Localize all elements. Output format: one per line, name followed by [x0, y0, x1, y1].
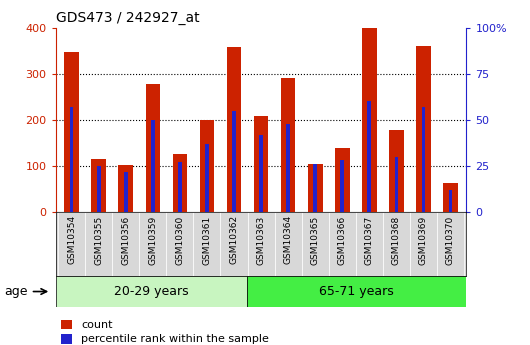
Bar: [232, 111, 236, 212]
Text: GSM10361: GSM10361: [202, 215, 211, 265]
Bar: [178, 162, 182, 212]
Text: GSM10362: GSM10362: [229, 215, 239, 265]
Bar: [173, 154, 188, 212]
Bar: [302, 212, 329, 276]
Bar: [443, 183, 457, 212]
Bar: [200, 120, 215, 212]
Bar: [70, 107, 74, 212]
Bar: [139, 212, 166, 276]
Text: GSM10367: GSM10367: [365, 215, 374, 265]
Bar: [125, 171, 128, 212]
Bar: [92, 159, 107, 212]
Bar: [119, 165, 134, 212]
Text: GSM10359: GSM10359: [148, 215, 157, 265]
Bar: [275, 212, 302, 276]
Bar: [98, 166, 101, 212]
Bar: [286, 124, 290, 212]
Bar: [421, 107, 425, 212]
Text: GSM10365: GSM10365: [311, 215, 320, 265]
Bar: [205, 144, 209, 212]
Bar: [329, 212, 356, 276]
Text: 20-29 years: 20-29 years: [114, 285, 189, 298]
Text: GSM10354: GSM10354: [67, 215, 76, 265]
Bar: [448, 190, 452, 212]
Bar: [248, 276, 466, 307]
Bar: [410, 212, 437, 276]
Bar: [220, 212, 248, 276]
Text: GSM10356: GSM10356: [121, 215, 130, 265]
Text: GDS473 / 242927_at: GDS473 / 242927_at: [56, 11, 199, 25]
Bar: [307, 164, 322, 212]
Bar: [334, 148, 349, 212]
Bar: [193, 212, 220, 276]
Bar: [394, 157, 398, 212]
Bar: [280, 78, 296, 212]
Text: GSM10366: GSM10366: [338, 215, 347, 265]
Text: age: age: [4, 285, 28, 298]
Text: GSM10355: GSM10355: [94, 215, 103, 265]
Text: GSM10363: GSM10363: [257, 215, 266, 265]
Text: GSM10368: GSM10368: [392, 215, 401, 265]
Bar: [151, 120, 155, 212]
Bar: [340, 160, 344, 212]
Bar: [388, 130, 403, 212]
Legend: count, percentile rank within the sample: count, percentile rank within the sample: [61, 319, 269, 344]
Text: GSM10370: GSM10370: [446, 215, 455, 265]
Bar: [56, 276, 248, 307]
Text: GSM10364: GSM10364: [284, 215, 293, 265]
Text: GSM10360: GSM10360: [175, 215, 184, 265]
Text: GSM10369: GSM10369: [419, 215, 428, 265]
Bar: [248, 212, 275, 276]
Bar: [367, 101, 371, 212]
Bar: [58, 212, 85, 276]
Bar: [253, 116, 269, 212]
Text: 65-71 years: 65-71 years: [320, 285, 394, 298]
Bar: [65, 52, 80, 212]
Bar: [112, 212, 139, 276]
Bar: [383, 212, 410, 276]
Bar: [146, 84, 161, 212]
Bar: [259, 135, 263, 212]
Bar: [437, 212, 464, 276]
Bar: [226, 47, 242, 212]
Bar: [416, 46, 430, 212]
Bar: [361, 28, 376, 212]
Bar: [356, 212, 383, 276]
Bar: [85, 212, 112, 276]
Bar: [166, 212, 193, 276]
Bar: [313, 164, 317, 212]
